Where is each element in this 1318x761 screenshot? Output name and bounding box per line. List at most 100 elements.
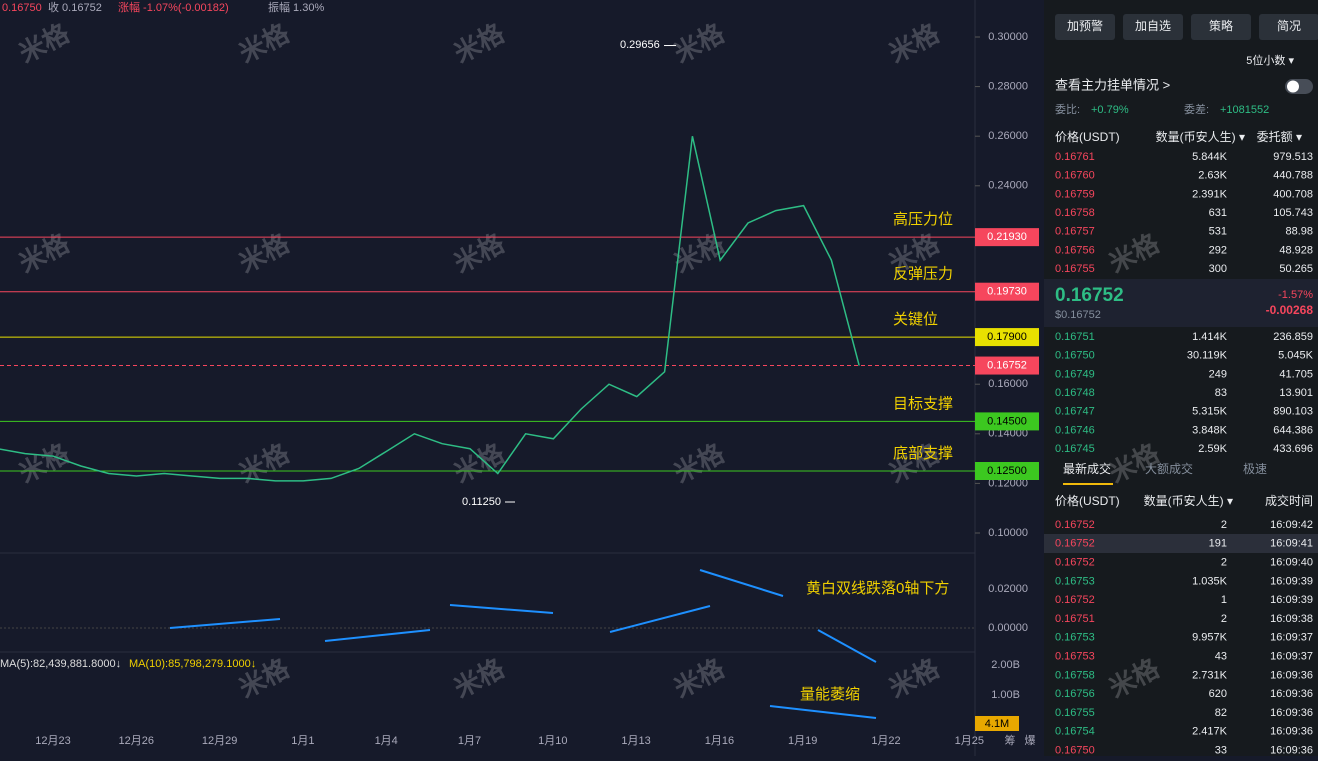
button[interactable] <box>1259 14 1318 40</box>
x-tick-label: 1月16 <box>705 735 734 747</box>
volume-tag: 4.1M <box>985 718 1009 730</box>
book-amount: 890.103 <box>1273 406 1313 418</box>
level-tag <box>975 228 1039 247</box>
button-label[interactable]: 加自选 <box>1135 19 1171 33</box>
book-amount: 13.901 <box>1279 387 1313 399</box>
book-amount: 433.696 <box>1273 443 1313 455</box>
book-price: 0.16747 <box>1055 406 1095 418</box>
trade-time: 16:09:36 <box>1270 745 1313 756</box>
x-tick-label: 1月7 <box>458 735 481 747</box>
tab[interactable]: 极速 <box>1243 462 1267 476</box>
ma5: MA(5):82,439,881.8000↓ <box>0 658 121 670</box>
y-tick-label: 0.30000 <box>988 31 1028 43</box>
book-price: 0.16755 <box>1055 263 1095 275</box>
x-tick-label: 12月29 <box>202 735 237 747</box>
trade-qty: 620 <box>1209 688 1227 700</box>
level-label: 0.17900 <box>987 331 1027 343</box>
book-qty: 2.63K <box>1198 170 1227 182</box>
button[interactable] <box>1055 14 1115 40</box>
x-tick-label: 1月10 <box>538 735 567 747</box>
book-qty: 300 <box>1209 263 1227 275</box>
arrow <box>169 618 281 629</box>
volume-tick: 2.00B <box>991 659 1020 671</box>
book-amount: 41.705 <box>1279 368 1313 380</box>
arrow <box>817 629 877 663</box>
column-header: 价格(USDT) <box>1055 129 1120 144</box>
book-qty: 631 <box>1209 207 1227 219</box>
x-tick-label: 12月23 <box>35 735 70 747</box>
book-price: 0.16750 <box>1055 350 1095 362</box>
book-amount: 979.513 <box>1273 151 1313 163</box>
button[interactable] <box>1123 14 1183 40</box>
book-qty: 5.315K <box>1192 406 1228 418</box>
header-item: 涨幅 -1.07%(-0.00182) <box>118 1 229 14</box>
book-price: 0.16757 <box>1055 226 1095 238</box>
level-label: 0.16752 <box>987 359 1027 371</box>
arrow <box>324 629 431 642</box>
change: -0.00268 <box>1266 303 1314 317</box>
button-label[interactable]: 加预警 <box>1067 18 1103 33</box>
main-orders[interactable]: 查看主力挂单情况 > <box>1055 77 1170 92</box>
arrow <box>609 605 711 633</box>
book-qty: 292 <box>1209 244 1227 256</box>
button-label[interactable]: 策略 <box>1209 18 1233 33</box>
book-amount: 48.928 <box>1279 244 1313 256</box>
macd-note: 黄白双线跌落0轴下方 <box>806 580 949 597</box>
level-note: 高压力位 <box>893 211 953 228</box>
header-item: 振幅 1.30% <box>268 0 324 14</box>
book-amount: 50.265 <box>1279 263 1313 275</box>
column-header: 价格(USDT) <box>1055 493 1120 508</box>
trade-time: 16:09:42 <box>1270 519 1313 531</box>
column-header: 成交时间 <box>1265 493 1313 508</box>
button[interactable] <box>1191 14 1251 40</box>
book-price: 0.16760 <box>1055 170 1095 182</box>
x-tick-label: 1月22 <box>871 735 900 747</box>
level-tag <box>975 282 1039 301</box>
trade-time: 16:09:37 <box>1270 651 1313 663</box>
book-amount: 236.859 <box>1273 331 1313 343</box>
volume-tag-bg <box>975 716 1019 731</box>
book-price: 0.16756 <box>1055 244 1095 256</box>
book-qty: 5.844K <box>1192 151 1228 163</box>
button-label[interactable]: 简况 <box>1277 19 1301 33</box>
book-qty: 30.119K <box>1187 350 1228 362</box>
trade-price: 0.16753 <box>1055 651 1095 663</box>
volume-tick: 1.00B <box>991 689 1020 701</box>
trade-time: 16:09:39 <box>1270 594 1313 606</box>
trade-price: 0.16755 <box>1055 707 1095 719</box>
mid-bg <box>1044 279 1318 327</box>
x-tick-label: 1月1 <box>291 735 314 747</box>
x-tick-label: 1月19 <box>788 735 817 747</box>
x-tick-label: 1月13 <box>621 735 650 747</box>
trade-price: 0.16758 <box>1055 669 1095 681</box>
trade-price: 0.16752 <box>1055 538 1095 550</box>
level-note: 反弹压力 <box>893 266 953 283</box>
y-tick-label: 0.24000 <box>988 180 1028 192</box>
book-price: 0.16746 <box>1055 424 1095 436</box>
book-qty: 249 <box>1209 368 1227 380</box>
tab[interactable]: 最新成交 <box>1063 461 1111 476</box>
low-label: 0.11250 <box>462 496 501 508</box>
trade-price: 0.16754 <box>1055 726 1095 738</box>
x-tick-label: 1月4 <box>375 735 398 747</box>
y-tick-label: 0.28000 <box>988 81 1028 93</box>
chart-bg <box>0 0 1044 756</box>
book-amount: 105.743 <box>1273 207 1313 219</box>
trade-time: 16:09:38 <box>1270 613 1313 625</box>
tab[interactable]: 大额成交 <box>1145 461 1193 476</box>
ma10: MA(10):85,798,279.1000↓ <box>129 658 256 670</box>
trade-qty: 43 <box>1215 651 1227 663</box>
level-tag <box>975 462 1039 480</box>
trade-price: 0.16751 <box>1055 613 1095 625</box>
trade-price: 0.16752 <box>1055 594 1095 606</box>
arrow <box>769 705 877 719</box>
decimals[interactable]: 5位小数 ▾ <box>1246 53 1294 67</box>
trade-time: 16:09:36 <box>1270 669 1313 681</box>
y-tick-label: 0.14000 <box>988 428 1028 440</box>
column-header: 数量(币安人生) ▾ <box>1156 129 1245 144</box>
trade-price: 0.16756 <box>1055 688 1095 700</box>
book-amount: 88.98 <box>1285 226 1313 238</box>
book-price: 0.16748 <box>1055 387 1095 399</box>
header-item: 0.16750 <box>2 2 42 14</box>
last-price: 0.16752 <box>1055 285 1124 306</box>
